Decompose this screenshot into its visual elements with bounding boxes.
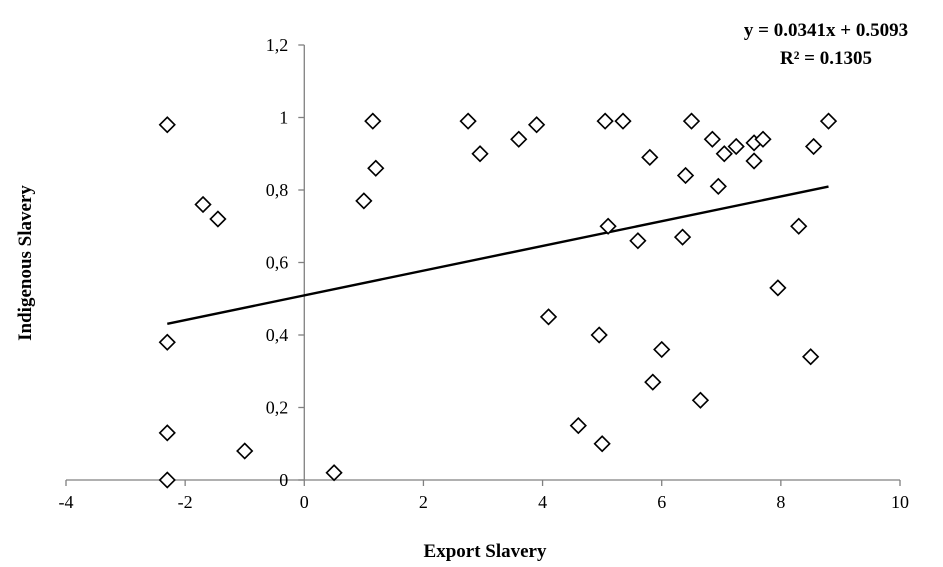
- data-point: [158, 116, 176, 134]
- data-point: [709, 177, 727, 196]
- data-point: [367, 159, 385, 177]
- data-point: [569, 416, 587, 435]
- data-point: [691, 391, 710, 409]
- data-point: [194, 195, 212, 214]
- y-axis-title: Indigenous Slavery: [15, 185, 36, 341]
- data-point: [682, 112, 701, 130]
- x-tick-label: 6: [657, 492, 666, 512]
- trendline-equation: y = 0.0341x + 0.5093: [744, 20, 908, 41]
- data-point: [673, 228, 692, 246]
- data-point: [236, 442, 254, 460]
- tick-labels: -4 -2 0 2 4 6 8 10 0 0,2 0,4 0,6 0,8 1 1,2: [59, 35, 910, 512]
- x-tick-label: 4: [538, 492, 547, 512]
- x-tick-label: 2: [419, 492, 428, 512]
- data-points: [158, 112, 838, 489]
- data-point: [459, 112, 477, 130]
- x-axis-title: Export Slavery: [424, 541, 547, 562]
- axes: [65, 44, 901, 486]
- data-point: [727, 137, 745, 156]
- y-tick-label: 0,6: [266, 253, 289, 273]
- data-point: [644, 373, 662, 391]
- data-point: [769, 279, 787, 297]
- y-tick-label: 1,2: [266, 35, 289, 55]
- data-point: [790, 217, 808, 235]
- data-point: [614, 112, 632, 130]
- trendline: [167, 185, 829, 325]
- data-point: [158, 333, 176, 351]
- data-point: [754, 130, 772, 148]
- y-tick-label: 0: [279, 470, 288, 490]
- data-point: [802, 348, 820, 366]
- y-tick-label: 1: [279, 108, 288, 128]
- data-point: [715, 145, 733, 163]
- data-point: [641, 148, 659, 167]
- data-point: [325, 464, 343, 482]
- data-point: [593, 435, 611, 453]
- x-tick-label: 10: [891, 492, 909, 512]
- data-point: [510, 130, 528, 148]
- y-tick-label: 0,4: [266, 325, 289, 345]
- data-point: [364, 112, 382, 130]
- data-point: [819, 112, 838, 130]
- x-tick-label: 8: [776, 492, 785, 512]
- data-point: [804, 137, 823, 156]
- x-tick-label: 0: [300, 492, 309, 512]
- x-tick-label: -4: [59, 492, 74, 512]
- data-point: [209, 210, 227, 228]
- data-point: [629, 232, 647, 250]
- data-point: [355, 192, 373, 210]
- data-point: [539, 308, 558, 326]
- x-tick-label: -2: [178, 492, 193, 512]
- data-point: [676, 166, 695, 185]
- y-tick-label: 0,8: [266, 180, 289, 200]
- data-point: [599, 217, 617, 235]
- data-point: [703, 130, 721, 148]
- trendline-r2: R² = 0.1305: [780, 48, 872, 69]
- data-point: [745, 152, 763, 170]
- data-point: [158, 424, 176, 442]
- y-tick-label: 0,2: [266, 398, 289, 418]
- data-point: [590, 326, 608, 344]
- data-point: [158, 471, 176, 489]
- data-point: [596, 112, 614, 130]
- data-point: [653, 340, 671, 359]
- data-point: [527, 116, 546, 134]
- data-point: [471, 145, 489, 163]
